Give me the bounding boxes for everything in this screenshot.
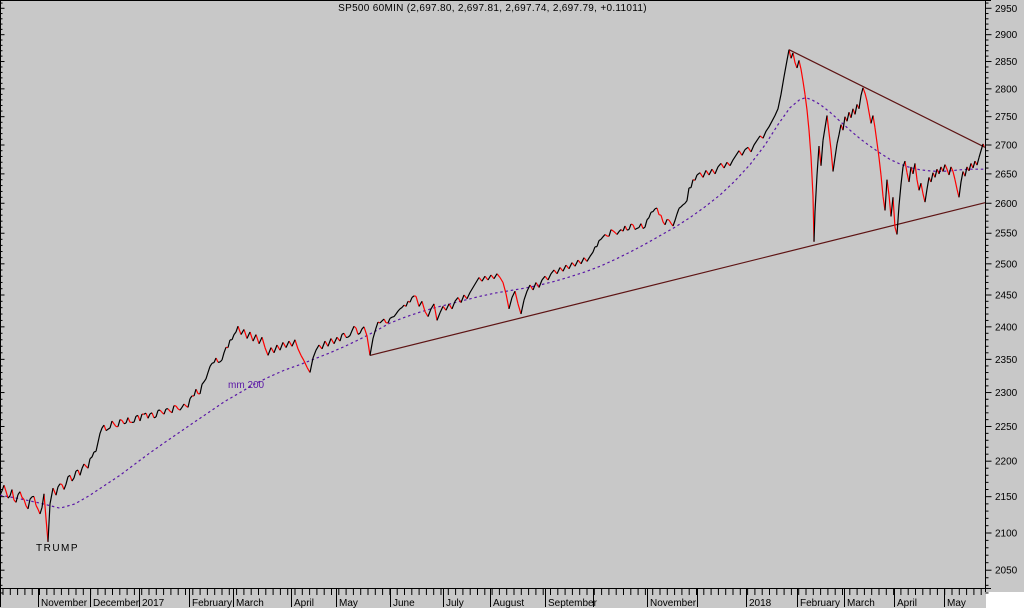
y-axis-label: 2950 bbox=[995, 4, 1018, 15]
x-axis-month-label: November bbox=[41, 598, 88, 608]
y-axis-label: 2050 bbox=[995, 566, 1018, 577]
y-axis-label: 2550 bbox=[995, 229, 1018, 240]
y-axis-label: 2750 bbox=[995, 112, 1018, 123]
y-axis-label: 2900 bbox=[995, 30, 1018, 41]
y-axis-label: 2650 bbox=[995, 169, 1018, 180]
x-axis-month-label: 2017 bbox=[142, 598, 165, 608]
y-axis-label: 2600 bbox=[995, 199, 1018, 210]
x-axis-month-label: February bbox=[800, 598, 840, 608]
ma200-label: mm 200 bbox=[228, 380, 265, 391]
price-line-up bbox=[0, 49, 984, 542]
chart-title: SP500 60MIN (2,697.80, 2,697.81, 2,697.7… bbox=[338, 3, 647, 14]
x-axis-month-label: August bbox=[493, 598, 524, 608]
descending-resistance bbox=[788, 49, 986, 148]
corner-rect bbox=[986, 592, 1024, 608]
y-axis-label: 2450 bbox=[995, 291, 1018, 302]
y-axis-label: 2500 bbox=[995, 259, 1018, 270]
x-axis-month-label: 2018 bbox=[749, 598, 772, 608]
x-axis-month-label: September bbox=[548, 598, 598, 608]
x-axis-month-label: July bbox=[446, 598, 464, 608]
y-axis-label: 2350 bbox=[995, 355, 1018, 366]
trump-annotation: TRUMP bbox=[36, 543, 80, 554]
ascending-support bbox=[369, 202, 986, 356]
x-axis-month-label: May bbox=[947, 598, 966, 608]
y-axis-label: 2800 bbox=[995, 84, 1018, 95]
x-axis-month-label: June bbox=[393, 598, 415, 608]
y-axis-label: 2850 bbox=[995, 57, 1018, 68]
y-axis-label: 2250 bbox=[995, 422, 1018, 433]
y-axis-label: 2700 bbox=[995, 141, 1018, 152]
y-axis-label: 2300 bbox=[995, 388, 1018, 399]
x-axis-month-label: March bbox=[847, 598, 875, 608]
x-axis-month-label: May bbox=[339, 598, 358, 608]
y-axis-label: 2400 bbox=[995, 322, 1018, 333]
x-axis-month-label: February bbox=[192, 598, 232, 608]
x-axis-month-label: March bbox=[236, 598, 264, 608]
ma200-line bbox=[0, 97, 985, 509]
y-axis-label: 2100 bbox=[995, 529, 1018, 540]
y-axis-label: 2200 bbox=[995, 457, 1018, 468]
x-axis-month-label: November bbox=[650, 598, 697, 608]
x-axis-month-label: April bbox=[897, 598, 917, 608]
x-axis-month-label: April bbox=[294, 598, 314, 608]
price-line-down bbox=[3, 49, 985, 542]
x-axis-month-label: December bbox=[93, 598, 140, 608]
y-axis-label: 2150 bbox=[995, 492, 1018, 503]
